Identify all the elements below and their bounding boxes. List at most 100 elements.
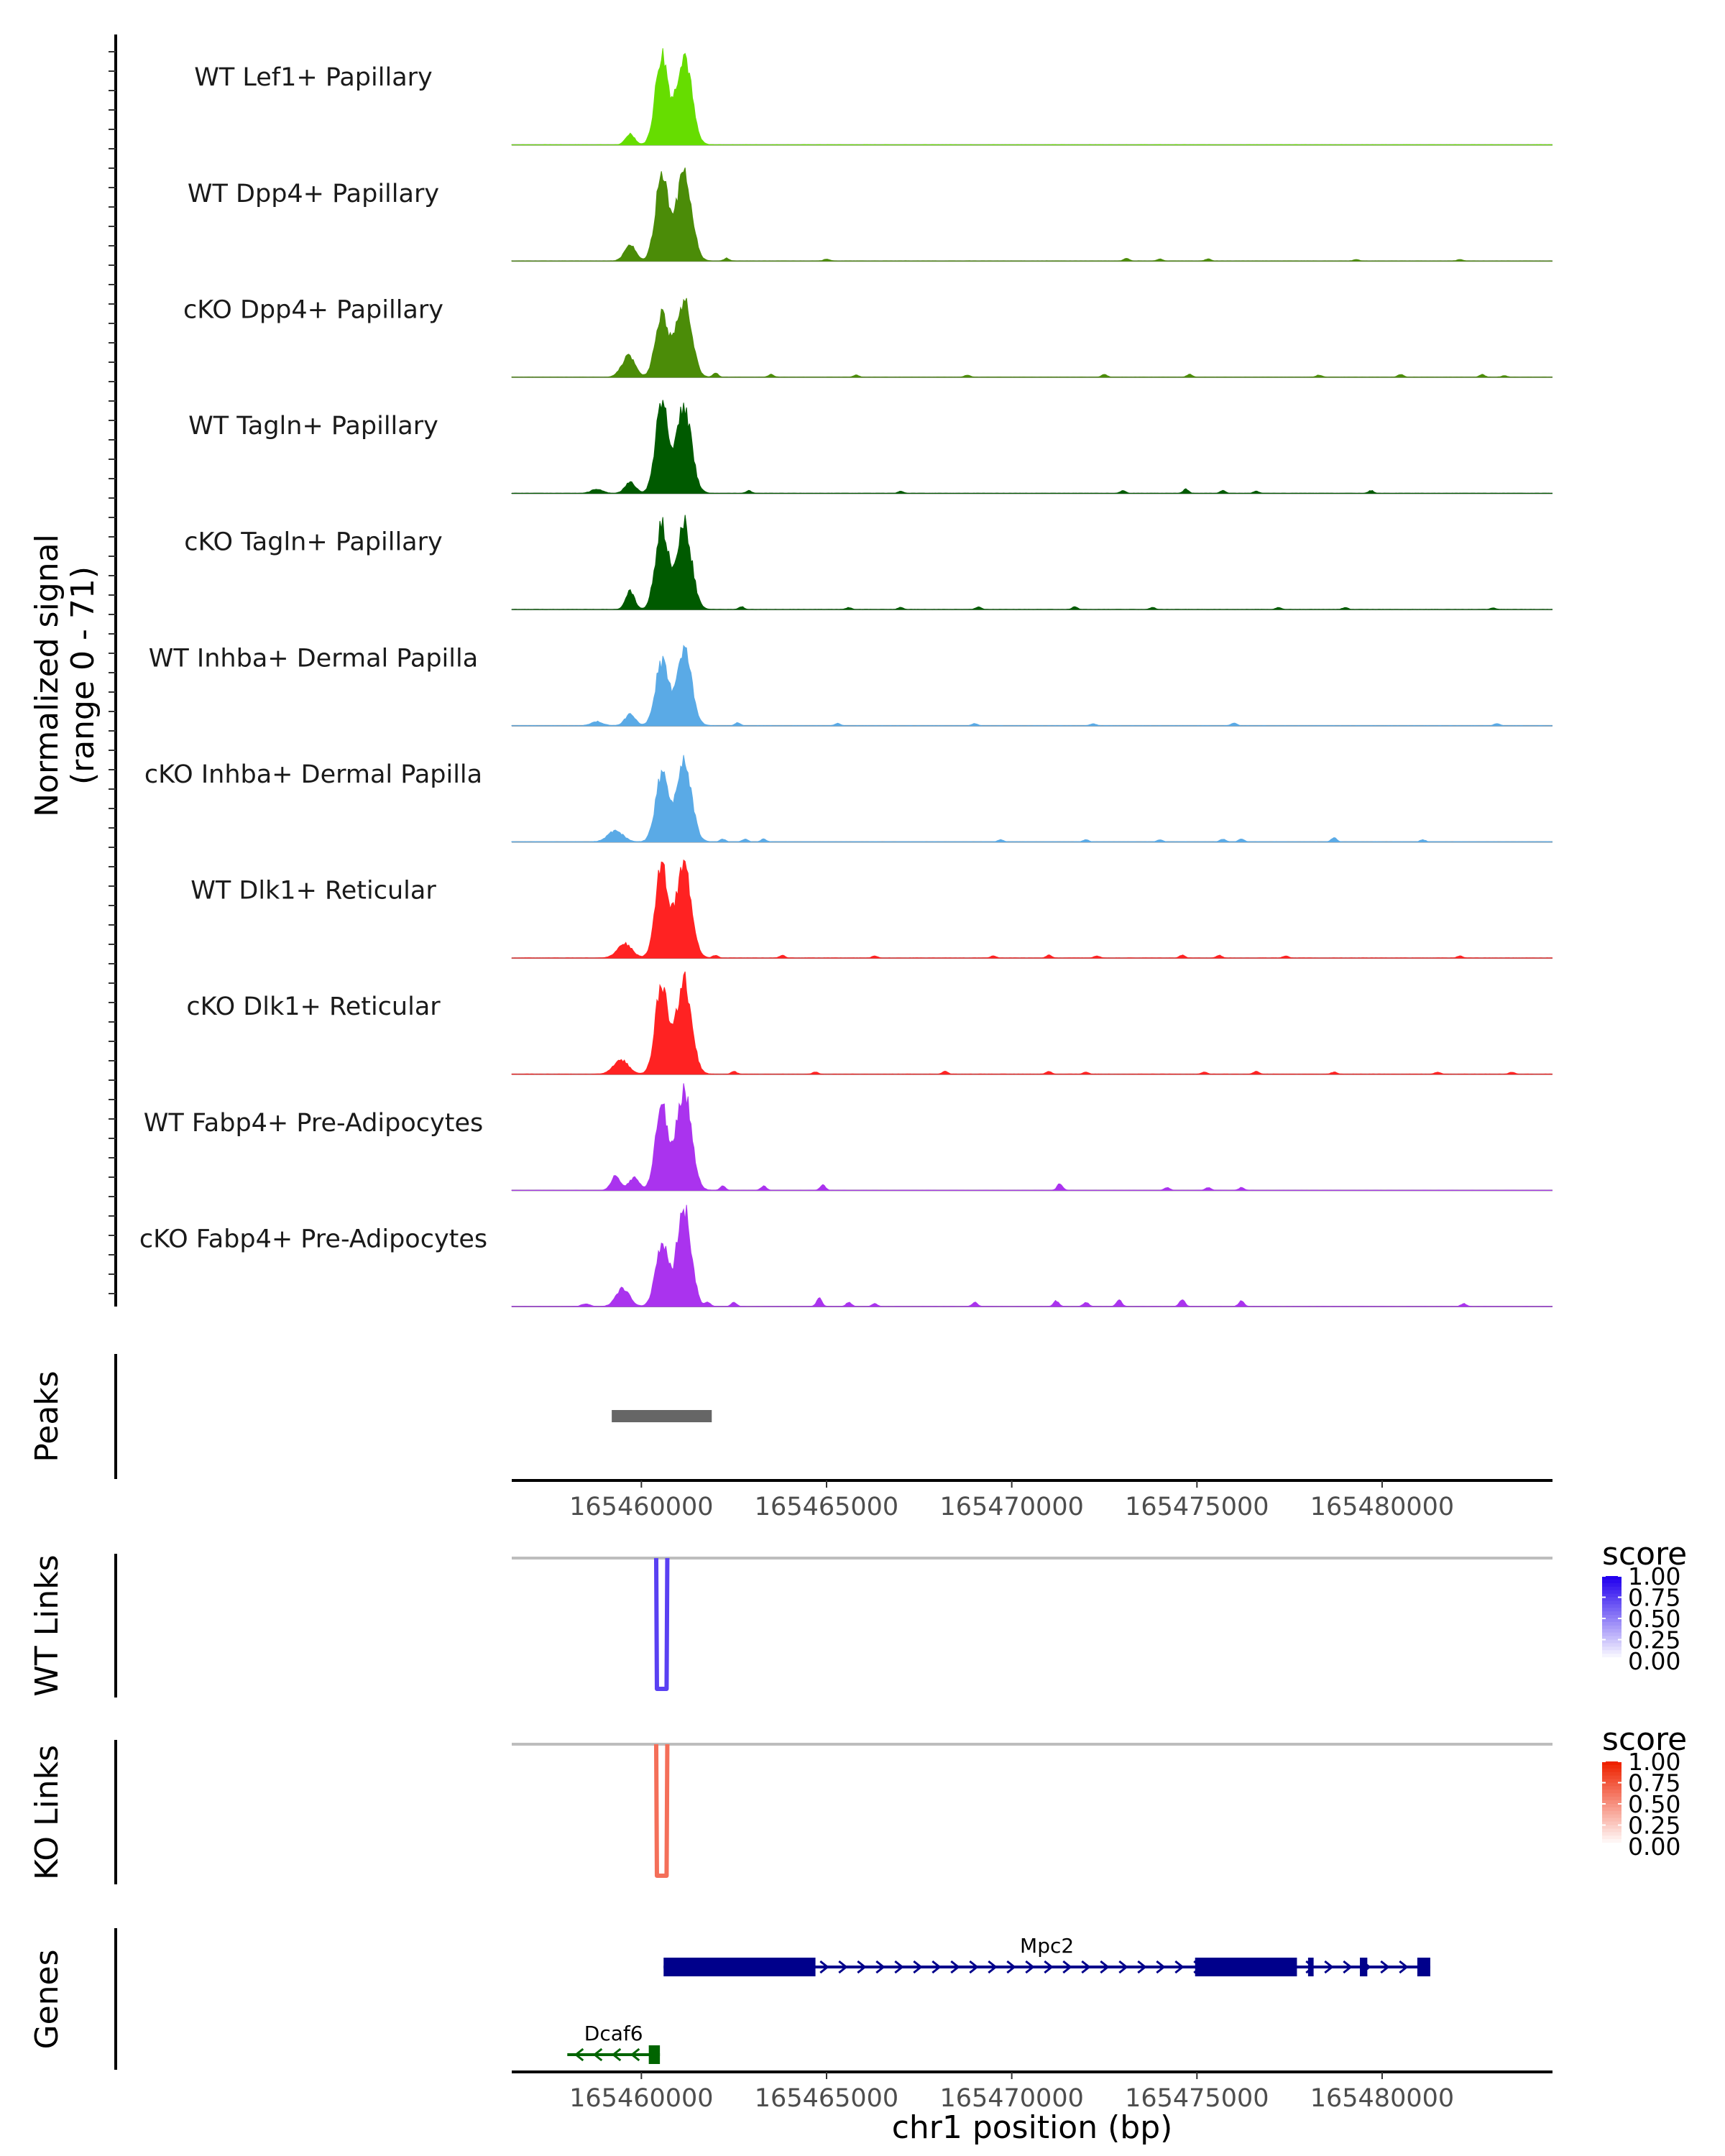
upper-x-tick-label: 165470000 <box>939 1493 1083 1521</box>
track-labels: Normalized signal (range 0 - 71) WT Lef1+ … <box>29 63 487 2049</box>
strand-arrow <box>1324 1960 1334 1974</box>
legend-colorbar-segment <box>1602 1807 1622 1812</box>
legend-colorbar-segment <box>1602 1825 1622 1830</box>
legend-colorbar-segment <box>1602 1625 1622 1630</box>
coverage-track-7 <box>511 755 1553 843</box>
legend-colorbar-segment <box>1602 1583 1622 1588</box>
coverage-signal-area <box>511 298 1553 378</box>
strand-arrow <box>1044 1960 1054 1974</box>
legend-colorbar-segment <box>1602 1615 1622 1619</box>
legend-colorbar-segment <box>1602 1793 1622 1798</box>
legend-colorbar-segment <box>1602 1618 1622 1623</box>
axis-lines: 165460000 165465000 165470000 165475000 1654… <box>109 34 1552 2146</box>
strand-arrow <box>1399 1960 1409 1974</box>
x-axis-title: chr1 position (bp) <box>892 2109 1173 2146</box>
strand-arrow <box>1062 1960 1072 1974</box>
legend-colorbar-segment <box>1602 1789 1622 1795</box>
coverage-signal-area <box>511 645 1553 727</box>
strand-arrow <box>611 2047 622 2062</box>
legend-colorbar-segment <box>1602 1639 1622 1644</box>
coverage-signal-area <box>511 1204 1553 1307</box>
link-arc <box>653 1743 670 1878</box>
coverage-track-3 <box>511 298 1553 378</box>
links-tracks: score1.000.750.500.250.00score1.000.750.… <box>512 1536 1687 1878</box>
coverage-track-9 <box>511 971 1553 1075</box>
legend-colorbar-segment <box>1602 1804 1622 1808</box>
legend-colorbar-segment <box>1602 1828 1622 1833</box>
links-y-label-1: WT Links <box>29 1554 65 1696</box>
genes-track: Mpc2 Dcaf6 <box>567 1934 1430 2064</box>
legend-tick-label: 0.75 <box>1628 1584 1680 1612</box>
strand-arrow <box>988 1960 998 1974</box>
strand-arrow <box>1343 1960 1353 1974</box>
track-label-3: cKO Dpp4+ Papillary <box>183 295 443 324</box>
strand-arrow <box>1380 1960 1390 1974</box>
peaks-track <box>612 1410 712 1422</box>
strand-arrow <box>1006 1960 1016 1974</box>
coverage-track-11 <box>511 1204 1553 1307</box>
legend-colorbar-segment <box>1602 1590 1622 1595</box>
legend-tick-label: 1.00 <box>1628 1748 1680 1776</box>
track-label-11: cKO Fabp4+ Pre-Adipocytes <box>139 1225 487 1253</box>
legend-colorbar-segment <box>1602 1797 1622 1802</box>
coverage-y-label: Normalized signal <box>29 534 65 817</box>
legend-tick-label: 0.50 <box>1628 1790 1680 1818</box>
legend-colorbar-segment <box>1602 1839 1622 1844</box>
legend-colorbar-segment <box>1602 1586 1622 1591</box>
legend-colorbar-segment <box>1602 1761 1622 1766</box>
strand-arrow <box>875 1960 886 1974</box>
strand-arrow <box>913 1960 923 1974</box>
gene-exon <box>1195 1958 1297 1976</box>
gene-exon <box>1417 1958 1430 1976</box>
legend-colorbar-segment <box>1602 1782 1622 1787</box>
coverage-signal-area <box>511 167 1553 262</box>
strand-arrow <box>1137 1960 1147 1974</box>
legend-colorbar-segment <box>1602 1621 1622 1626</box>
legend-colorbar-segment <box>1602 1779 1622 1784</box>
legend-colorbar-segment <box>1602 1654 1622 1659</box>
lower-x-tick-label: 165465000 <box>755 2084 898 2113</box>
track-label-9: cKO Dlk1+ Reticular <box>186 992 441 1021</box>
track-label-7: cKO Inhba+ Dermal Papilla <box>144 760 482 789</box>
legend-colorbar-segment <box>1602 1800 1622 1805</box>
legend-tick-label: 0.50 <box>1628 1605 1680 1633</box>
lower-x-tick-label: 165470000 <box>939 2084 1083 2113</box>
gene-label: Mpc2 <box>1020 1934 1074 1958</box>
coverage-signal-area <box>511 400 1553 494</box>
strand-arrow <box>950 1960 960 1974</box>
peaks-y-label: Peaks <box>29 1370 65 1462</box>
legend-colorbar-segment <box>1602 1764 1622 1769</box>
legend-colorbar-segment <box>1602 1643 1622 1648</box>
legend-colorbar-segment <box>1602 1810 1622 1815</box>
legend-colorbar-segment <box>1602 1821 1622 1826</box>
strand-arrow <box>1118 1960 1128 1974</box>
strand-arrow <box>838 1960 848 1974</box>
track-label-5: cKO Tagln+ Papillary <box>184 528 443 557</box>
coverage-tracks <box>511 48 1553 1307</box>
coverage-y-label-range: (range 0 - 71) <box>65 566 101 785</box>
legend-colorbar-segment <box>1602 1786 1622 1791</box>
strand-arrow <box>1025 1960 1035 1974</box>
strand-arrow <box>1174 1960 1184 1974</box>
legend-colorbar-segment <box>1602 1650 1622 1655</box>
coverage-track-6 <box>511 645 1553 727</box>
legend-tick-label: 0.25 <box>1628 1626 1680 1654</box>
coverage-signal-area <box>511 755 1553 843</box>
coverage-track-4 <box>511 400 1553 494</box>
upper-x-tick-label: 165475000 <box>1125 1493 1269 1521</box>
track-label-10: WT Fabp4+ Pre-Adipocytes <box>144 1109 483 1138</box>
strand-arrow <box>630 2047 640 2062</box>
strand-arrow <box>932 1960 942 1974</box>
legend-colorbar-segment <box>1602 1832 1622 1837</box>
legend-tick-label: 0.00 <box>1628 1647 1680 1675</box>
lower-x-tick-label: 165475000 <box>1125 2084 1269 2113</box>
track-label-6: WT Inhba+ Dermal Papilla <box>149 644 478 673</box>
strand-arrow <box>969 1960 979 1974</box>
legend-tick-label: 0.75 <box>1628 1769 1680 1797</box>
upper-x-tick-label: 165465000 <box>755 1493 898 1521</box>
legend-tick-label: 0.00 <box>1628 1833 1680 1861</box>
gene-exon <box>648 2045 661 2064</box>
legend-tick-label: 1.00 <box>1628 1562 1680 1590</box>
upper-x-tick-label: 165460000 <box>569 1493 713 1521</box>
